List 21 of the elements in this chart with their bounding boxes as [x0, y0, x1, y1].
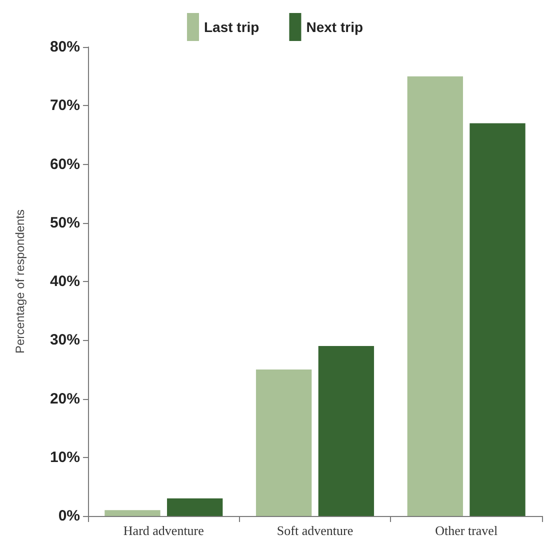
x-tick-label: Soft adventure [276, 523, 354, 538]
bar [167, 498, 223, 516]
y-tick-label: 70% [50, 97, 80, 114]
y-tick-label: 60% [50, 156, 80, 173]
x-tick-label: Other travel [435, 523, 498, 538]
y-tick-label: 0% [58, 508, 80, 524]
y-tick-label: 40% [50, 273, 80, 290]
y-tick-label: 50% [50, 214, 80, 232]
bar [407, 76, 463, 516]
legend-label: Last trip [204, 19, 260, 35]
y-tick-label: 20% [50, 390, 80, 408]
y-tick-label: 10% [50, 448, 80, 466]
bar [318, 346, 374, 516]
y-tick-label: 30% [50, 332, 80, 349]
bar [104, 510, 160, 516]
y-tick-label: 80% [50, 38, 80, 56]
y-axis-title: Percentage of respondents [13, 209, 27, 354]
x-tick-label: Hard adventure [123, 523, 204, 538]
bar [256, 369, 312, 516]
bar [470, 123, 526, 516]
legend-label: Next trip [306, 19, 364, 35]
